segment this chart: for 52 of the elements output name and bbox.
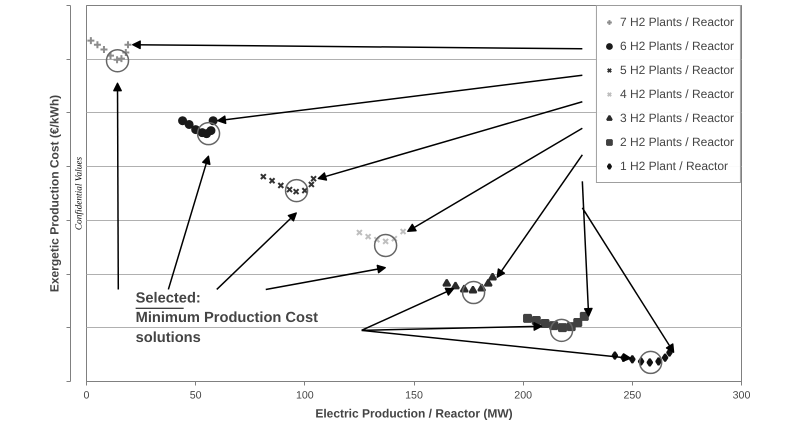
x-tick-label: 200 — [514, 390, 532, 402]
point — [662, 353, 668, 362]
point — [92, 40, 102, 50]
x-tick-label: 300 — [732, 390, 750, 402]
x-tick-label: 100 — [296, 390, 314, 402]
point — [442, 278, 452, 287]
point — [106, 48, 130, 72]
y-axis-title: Exergetic Production Cost (€/kWh) — [48, 94, 62, 292]
point — [390, 235, 398, 242]
point — [260, 173, 267, 180]
point — [629, 354, 636, 364]
x-axis-title: Electric Production / Reactor (MW) — [315, 406, 513, 420]
point — [284, 178, 308, 202]
x-tick-label: 50 — [190, 390, 202, 402]
x-tick-label: 0 — [84, 390, 90, 402]
point — [356, 229, 363, 236]
legend-label: 7 H2 Plants / Reactor — [620, 15, 734, 29]
point — [184, 120, 194, 129]
point — [364, 233, 372, 240]
annotation: Minimum Production Cost solutions — [136, 310, 318, 346]
point — [523, 314, 532, 323]
point — [540, 319, 550, 328]
text: Confidential Values — [74, 156, 84, 230]
point — [400, 228, 407, 235]
x-tick-label: 250 — [623, 390, 642, 402]
point — [573, 318, 582, 328]
point — [308, 180, 315, 188]
point — [374, 234, 398, 258]
point — [550, 318, 574, 342]
point — [196, 122, 220, 146]
point — [373, 236, 380, 244]
point — [382, 238, 390, 245]
legend-label: 4 H2 Plants / Reactor — [620, 87, 734, 101]
point — [638, 350, 662, 374]
point — [462, 280, 486, 304]
point — [310, 175, 318, 182]
point — [655, 356, 662, 366]
point — [86, 36, 96, 46]
x-tick-label: 150 — [405, 390, 423, 402]
legend-label: 2 H2 Plants / Reactor — [620, 135, 734, 149]
point — [488, 272, 498, 281]
point — [268, 177, 276, 184]
legend-label: 6 H2 Plants / Reactor — [620, 39, 734, 53]
point — [450, 281, 460, 290]
point — [484, 278, 493, 287]
point — [580, 312, 589, 321]
legend-label: 3 H2 Plants / Reactor — [620, 111, 734, 125]
legend-label: 1 H2 Plant / Reactor — [620, 159, 728, 173]
legend-label: 5 H2 Plants / Reactor — [620, 63, 734, 77]
point — [277, 182, 284, 189]
annotation: Selected: — [136, 290, 201, 307]
point — [178, 116, 188, 126]
